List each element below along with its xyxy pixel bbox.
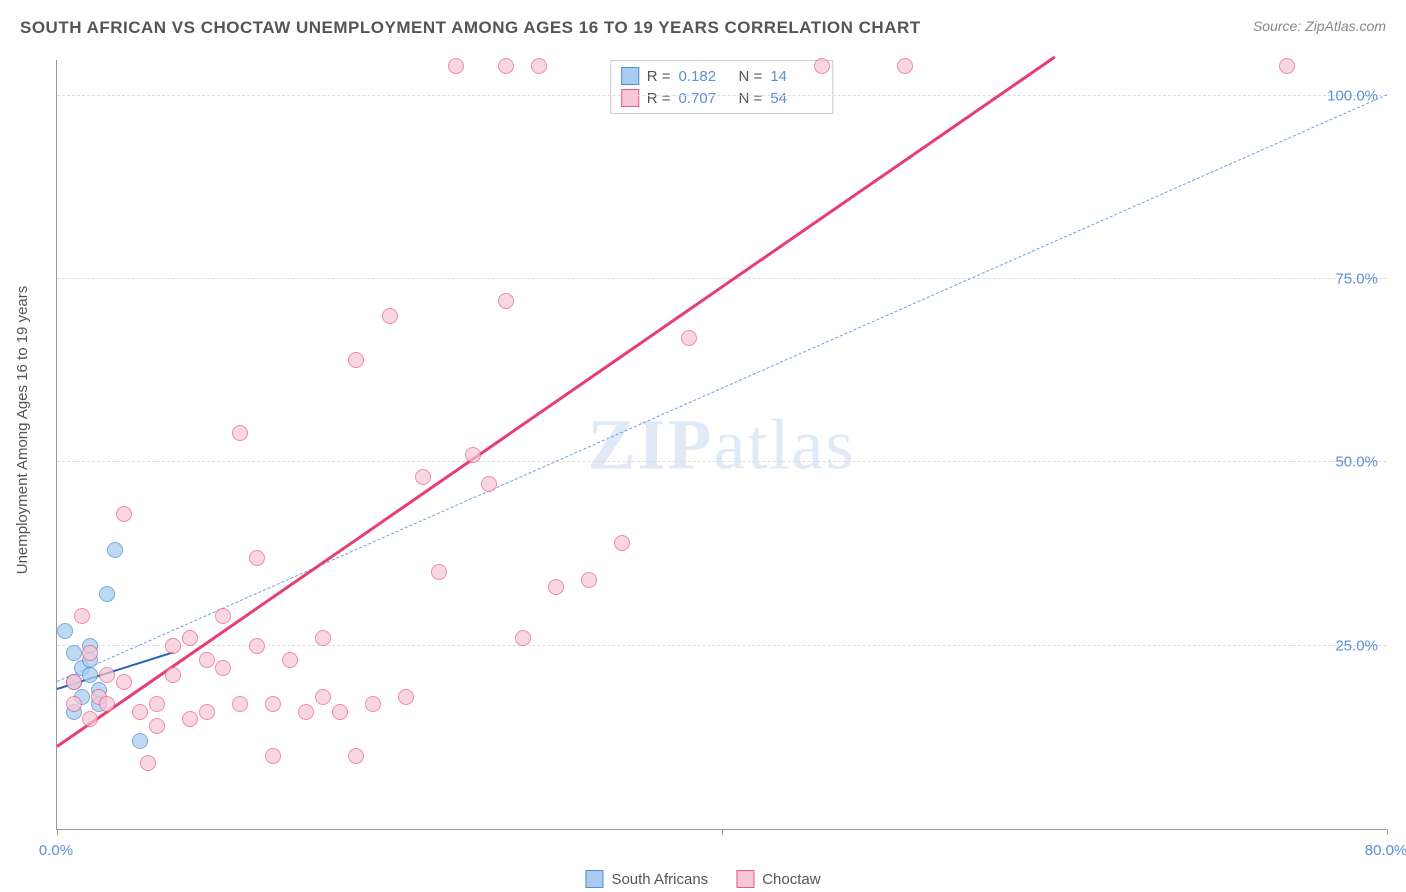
chart-title: SOUTH AFRICAN VS CHOCTAW UNEMPLOYMENT AM… (20, 18, 921, 37)
gridline (57, 95, 1386, 96)
data-point (57, 623, 73, 639)
data-point (182, 711, 198, 727)
data-point (149, 718, 165, 734)
data-point (249, 550, 265, 566)
y-tick-label: 50.0% (1335, 454, 1378, 471)
data-point (232, 696, 248, 712)
data-point (116, 674, 132, 690)
x-tick-label: 80.0% (1365, 842, 1406, 859)
data-point (298, 704, 314, 720)
data-point (165, 667, 181, 683)
data-point (481, 476, 497, 492)
x-tick-label: 0.0% (39, 842, 73, 859)
y-axis-label: Unemployment Among Ages 16 to 19 years (14, 286, 31, 575)
stats-row: R = 0.707 N = 54 (621, 87, 823, 109)
data-point (140, 755, 156, 771)
data-point (431, 564, 447, 580)
watermark: ZIPatlas (588, 403, 856, 486)
data-point (182, 630, 198, 646)
source-label: Source: ZipAtlas.com (1253, 18, 1386, 34)
data-point (548, 579, 564, 595)
data-point (382, 308, 398, 324)
swatch-icon (736, 870, 754, 888)
data-point (498, 293, 514, 309)
legend-item: Choctaw (736, 870, 820, 888)
n-label: N = (739, 68, 763, 85)
n-value: 54 (770, 90, 822, 107)
x-tick (57, 829, 58, 835)
data-point (348, 748, 364, 764)
r-label: R = (647, 90, 671, 107)
r-label: R = (647, 68, 671, 85)
data-point (82, 667, 98, 683)
data-point (348, 352, 364, 368)
bottom-legend: South Africans Choctaw (585, 870, 820, 888)
data-point (215, 660, 231, 676)
data-point (531, 58, 547, 74)
data-point (99, 696, 115, 712)
data-point (265, 748, 281, 764)
data-point (315, 689, 331, 705)
data-point (1279, 58, 1295, 74)
x-tick (722, 829, 723, 835)
x-tick (1387, 829, 1388, 835)
data-point (99, 667, 115, 683)
data-point (249, 638, 265, 654)
data-point (365, 696, 381, 712)
data-point (99, 586, 115, 602)
data-point (415, 469, 431, 485)
data-point (215, 608, 231, 624)
stats-row: R = 0.182 N = 14 (621, 65, 823, 87)
swatch-icon (621, 67, 639, 85)
data-point (132, 733, 148, 749)
data-point (66, 645, 82, 661)
legend-item: South Africans (585, 870, 708, 888)
data-point (332, 704, 348, 720)
scatter-plot: ZIPatlas R = 0.182 N = 14 R = 0.707 N = … (56, 60, 1386, 830)
data-point (814, 58, 830, 74)
y-tick-label: 75.0% (1335, 271, 1378, 288)
data-point (315, 630, 331, 646)
data-point (149, 696, 165, 712)
data-point (199, 652, 215, 668)
data-point (581, 572, 597, 588)
data-point (282, 652, 298, 668)
data-point (82, 711, 98, 727)
data-point (74, 608, 90, 624)
data-point (165, 638, 181, 654)
data-point (515, 630, 531, 646)
data-point (681, 330, 697, 346)
n-label: N = (739, 90, 763, 107)
data-point (107, 542, 123, 558)
data-point (897, 58, 913, 74)
data-point (116, 506, 132, 522)
data-point (82, 645, 98, 661)
data-point (265, 696, 281, 712)
data-point (448, 58, 464, 74)
swatch-icon (585, 870, 603, 888)
data-point (465, 447, 481, 463)
data-point (132, 704, 148, 720)
swatch-icon (621, 89, 639, 107)
data-point (199, 704, 215, 720)
data-point (232, 425, 248, 441)
data-point (498, 58, 514, 74)
stats-legend-box: R = 0.182 N = 14 R = 0.707 N = 54 (610, 60, 834, 114)
legend-label: South Africans (611, 871, 708, 888)
gridline (57, 461, 1386, 462)
data-point (398, 689, 414, 705)
data-point (66, 674, 82, 690)
data-point (66, 696, 82, 712)
trend-line (57, 95, 1387, 683)
gridline (57, 278, 1386, 279)
y-tick-label: 25.0% (1335, 637, 1378, 654)
r-value: 0.707 (679, 90, 731, 107)
data-point (614, 535, 630, 551)
legend-label: Choctaw (762, 871, 820, 888)
r-value: 0.182 (679, 68, 731, 85)
